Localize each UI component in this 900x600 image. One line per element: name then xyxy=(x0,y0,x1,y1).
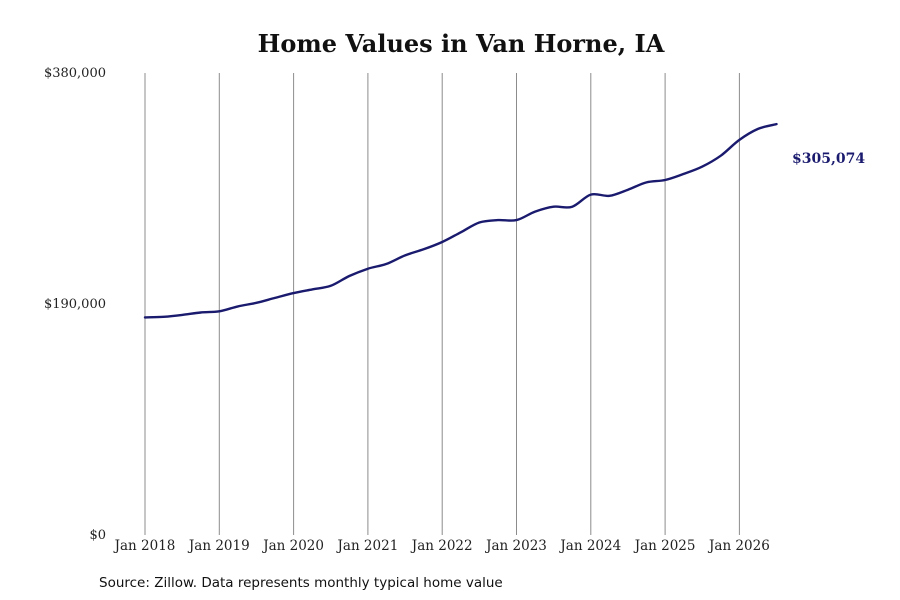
x-axis: Jan 2018 Jan 2019 Jan 2020 Jan 2021 Jan 2022… xyxy=(113,538,770,554)
gridlines xyxy=(144,73,740,535)
chart-title: Home Values in Van Horne, IA xyxy=(258,29,665,58)
x-tick-label: Jan 2025 xyxy=(633,538,696,554)
y-tick-label: $380,000 xyxy=(44,66,106,81)
plot-area xyxy=(143,122,778,319)
x-tick-label: Jan 2024 xyxy=(558,538,621,554)
source-note: Source: Zillow. Data represents monthly … xyxy=(99,575,503,591)
y-axis: $380,000 $190,000 $0 xyxy=(44,66,106,543)
x-tick-label: Jan 2022 xyxy=(410,538,473,554)
x-tick-label: Jan 2026 xyxy=(707,538,770,554)
x-tick-label: Jan 2023 xyxy=(484,538,547,554)
y-tick-label: $0 xyxy=(89,528,106,543)
y-tick-label: $190,000 xyxy=(44,297,106,312)
x-tick-label: Jan 2018 xyxy=(113,538,176,554)
x-tick-label: Jan 2019 xyxy=(187,538,250,554)
x-tick-label: Jan 2021 xyxy=(335,538,398,554)
x-tick-label: Jan 2020 xyxy=(261,538,324,554)
series-line xyxy=(143,122,778,319)
latest-value-label: $305,074 xyxy=(792,151,865,167)
